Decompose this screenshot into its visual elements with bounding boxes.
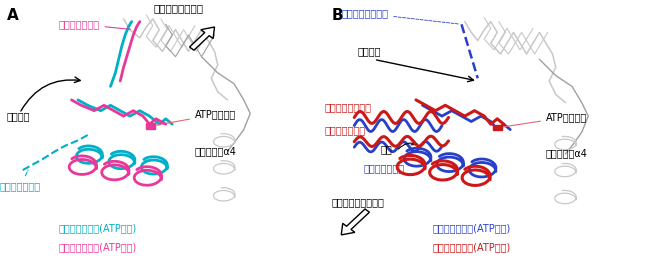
Text: ATP結合部位: ATP結合部位	[153, 109, 236, 126]
Text: 微小管マイナス端へ: 微小管マイナス端へ	[332, 197, 384, 207]
Text: 逆行性キネシン(ATP無し): 逆行性キネシン(ATP無し)	[432, 223, 510, 233]
Text: 微小管プラス端へ: 微小管プラス端へ	[154, 3, 203, 13]
Text: ATP結合部位: ATP結合部位	[500, 112, 587, 127]
Bar	[146, 123, 155, 129]
Text: 順行性キネシン(ATP結合): 順行性キネシン(ATP結合)	[58, 242, 136, 252]
Text: A: A	[6, 8, 18, 23]
Text: ネックリンカー: ネックリンカー	[0, 170, 41, 191]
Polygon shape	[341, 209, 369, 235]
Text: 回転: 回転	[380, 144, 392, 154]
Text: スイング: スイング	[6, 111, 30, 121]
Text: スイング: スイング	[358, 46, 381, 56]
Text: 順行性キネシン(ATP無し): 順行性キネシン(ATP無し)	[58, 223, 136, 233]
Bar	[493, 125, 502, 130]
Text: ネックミミック: ネックミミック	[325, 125, 366, 135]
Polygon shape	[190, 27, 214, 50]
Text: ネックリンカー: ネックリンカー	[58, 19, 131, 29]
Text: ネックミミック: ネックミミック	[364, 163, 405, 173]
Text: B: B	[332, 8, 343, 23]
Text: 逆行性キネシン(ATP結合): 逆行性キネシン(ATP結合)	[432, 242, 510, 252]
Text: ネックヘリックス: ネックヘリックス	[325, 102, 372, 112]
Text: ヘリックスα4: ヘリックスα4	[195, 146, 237, 156]
Text: ヘリックスα4: ヘリックスα4	[546, 148, 588, 158]
Text: ネックヘリックス: ネックヘリックス	[341, 8, 459, 24]
